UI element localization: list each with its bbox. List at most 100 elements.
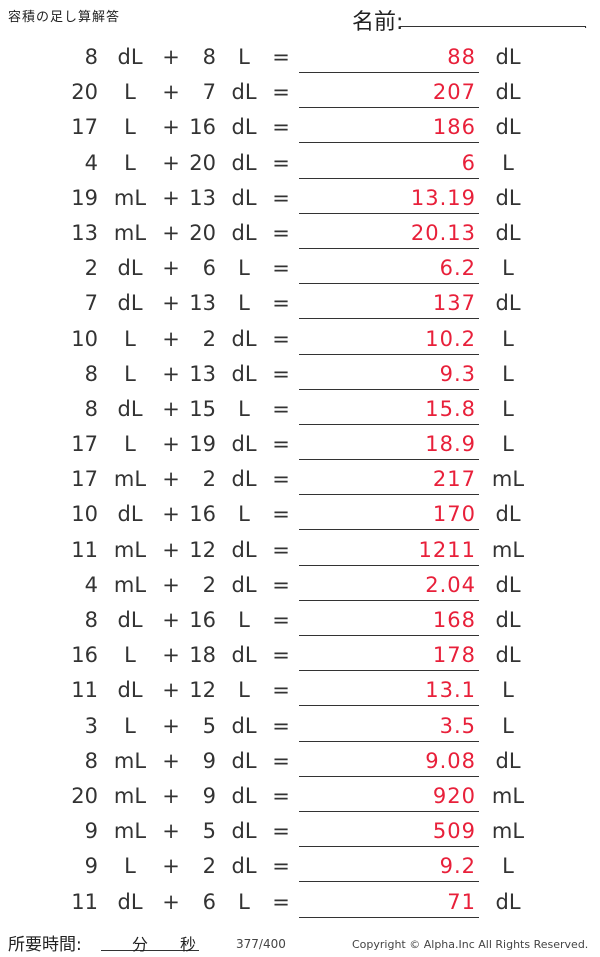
second-quantity: 5 (202, 713, 216, 738)
copyright-notice: Copyright © Alpha.Inc All Rights Reserve… (352, 938, 589, 951)
second-unit: L (238, 45, 250, 69)
equals-sign: = (272, 326, 290, 351)
answer-unit: dL (495, 608, 521, 632)
equals-sign: = (272, 854, 290, 879)
problem-row: 17 mL +2 dL = 217 mL (0, 461, 600, 496)
plus-sign: + (162, 467, 180, 492)
answer-unit: L (502, 432, 514, 457)
answer-unit: dL (495, 45, 521, 69)
answer-value: 217 (432, 467, 476, 492)
first-unit: dL (117, 291, 143, 316)
second-quantity: 7 (202, 80, 216, 105)
answer-unit: L (502, 854, 514, 879)
plus-sign: + (162, 80, 180, 105)
plus-sign: + (162, 502, 180, 527)
answer-unit: dL (495, 889, 521, 914)
first-unit: dL (117, 502, 143, 527)
second-unit: dL (231, 326, 257, 351)
second-quantity: 12 (189, 678, 216, 703)
time-label: 所要時間: (8, 935, 82, 955)
first-unit: mL (113, 572, 147, 597)
first-unit: L (124, 80, 136, 105)
plus-sign: + (162, 396, 180, 421)
first-quantity: 17 (71, 115, 98, 140)
answer-line (299, 810, 479, 812)
answer-line (299, 353, 479, 355)
answer-value: 20.13 (410, 220, 476, 245)
answer-line (299, 775, 479, 777)
second-quantity: 2 (202, 572, 216, 597)
problem-row: 11 dL +12 L = 13.1 L (0, 672, 600, 707)
plus-sign: + (162, 678, 180, 703)
second-quantity: 5 (202, 819, 216, 844)
second-unit: dL (231, 150, 257, 175)
equals-sign: = (272, 537, 290, 562)
answer-line (299, 72, 479, 73)
answer-line (299, 212, 479, 214)
answer-line (299, 142, 479, 144)
answer-value: 13.1 (425, 678, 476, 703)
problem-row: 13 mL +20 dL = 20.13 dL (0, 215, 600, 250)
name-label: 名前: (352, 10, 404, 35)
first-quantity: 7 (84, 291, 98, 316)
equals-sign: = (272, 819, 290, 844)
answer-value: 168 (432, 608, 476, 632)
answer-unit: mL (491, 819, 525, 844)
second-quantity: 18 (189, 643, 216, 668)
second-quantity: 16 (189, 115, 216, 140)
second-quantity: 13 (189, 185, 216, 210)
plus-sign: + (162, 608, 180, 632)
plus-sign: + (162, 783, 180, 808)
first-quantity: 19 (71, 185, 98, 210)
problem-row: 8 L +13 dL = 9.3 L (0, 356, 600, 391)
answer-value: 6 (461, 150, 476, 175)
second-unit: dL (231, 80, 257, 105)
answer-line (299, 564, 479, 566)
equals-sign: = (272, 783, 290, 808)
first-quantity: 10 (71, 502, 98, 527)
first-quantity: 3 (84, 713, 98, 738)
plus-sign: + (162, 432, 180, 457)
equals-sign: = (272, 713, 290, 738)
answer-line (299, 916, 479, 918)
plus-sign: + (162, 537, 180, 562)
answer-value: 6.2 (439, 256, 476, 281)
second-unit: L (238, 291, 250, 316)
equals-sign: = (272, 502, 290, 527)
answer-unit: dL (495, 220, 521, 245)
plus-sign: + (162, 150, 180, 175)
second-unit: dL (231, 783, 257, 808)
answer-unit: dL (495, 80, 521, 105)
answer-unit: mL (491, 537, 525, 562)
first-unit: mL (113, 185, 147, 210)
problem-row: 4 L +20 dL = 6 L (0, 145, 600, 180)
plus-sign: + (162, 185, 180, 210)
plus-sign: + (162, 854, 180, 879)
equals-sign: = (272, 361, 290, 386)
second-unit: dL (231, 467, 257, 492)
second-quantity: 15 (189, 396, 216, 421)
page-number: 377/400 (236, 937, 286, 951)
first-quantity: 8 (84, 45, 98, 69)
equals-sign: = (272, 80, 290, 105)
problem-row: 2 dL +6 L = 6.2 L (0, 250, 600, 285)
second-unit: dL (231, 185, 257, 210)
answer-line (299, 599, 479, 601)
answer-unit: L (502, 326, 514, 351)
seconds-label: 秒 (180, 935, 197, 954)
second-unit: dL (231, 819, 257, 844)
second-unit: L (238, 608, 250, 632)
second-quantity: 13 (189, 361, 216, 386)
answer-value: 207 (432, 80, 476, 105)
first-quantity: 16 (71, 643, 98, 668)
plus-sign: + (162, 291, 180, 316)
equals-sign: = (272, 432, 290, 457)
name-line-dot: . (584, 20, 588, 31)
answer-line (299, 247, 479, 249)
plus-sign: + (162, 361, 180, 386)
answer-value: 2.04 (425, 572, 476, 597)
first-unit: L (124, 432, 136, 457)
equals-sign: = (272, 608, 290, 632)
problem-row: 16 L +18 dL = 178 dL (0, 637, 600, 672)
equals-sign: = (272, 185, 290, 210)
